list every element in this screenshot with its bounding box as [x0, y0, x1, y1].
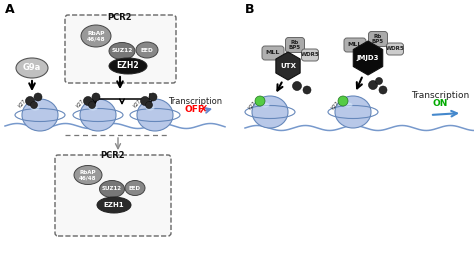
Text: MLL: MLL	[266, 51, 280, 55]
Ellipse shape	[368, 81, 377, 90]
Ellipse shape	[97, 197, 131, 213]
Ellipse shape	[261, 102, 270, 108]
Ellipse shape	[109, 43, 135, 60]
Ellipse shape	[83, 96, 92, 105]
Text: EZH2: EZH2	[117, 61, 139, 70]
Ellipse shape	[137, 99, 173, 131]
Ellipse shape	[16, 58, 48, 78]
FancyBboxPatch shape	[262, 46, 284, 60]
Text: ✗: ✗	[198, 105, 208, 115]
Ellipse shape	[136, 42, 158, 58]
Text: WDR5: WDR5	[301, 52, 319, 58]
FancyBboxPatch shape	[301, 49, 319, 61]
FancyBboxPatch shape	[368, 31, 388, 46]
Text: RbAP
46/48: RbAP 46/48	[87, 31, 105, 41]
Text: EZH1: EZH1	[104, 202, 124, 208]
Text: K27: K27	[75, 98, 85, 108]
Text: SUZ12: SUZ12	[102, 186, 122, 191]
Text: WDR5: WDR5	[386, 46, 404, 52]
Ellipse shape	[149, 93, 157, 101]
Text: RbAP
46/48: RbAP 46/48	[79, 170, 97, 180]
Ellipse shape	[109, 58, 147, 74]
Text: EED: EED	[141, 48, 154, 52]
FancyBboxPatch shape	[55, 155, 171, 236]
Ellipse shape	[125, 180, 145, 195]
Ellipse shape	[100, 180, 125, 197]
Ellipse shape	[252, 96, 288, 128]
Ellipse shape	[344, 102, 353, 108]
Ellipse shape	[255, 96, 265, 106]
Ellipse shape	[30, 102, 37, 108]
Ellipse shape	[74, 165, 102, 185]
Ellipse shape	[338, 96, 348, 106]
Text: K27: K27	[330, 100, 340, 110]
Text: G9a: G9a	[23, 64, 41, 73]
Ellipse shape	[34, 93, 42, 101]
Text: Transcription: Transcription	[168, 96, 222, 105]
Ellipse shape	[30, 105, 39, 111]
Text: K27: K27	[247, 100, 257, 110]
FancyBboxPatch shape	[285, 37, 304, 52]
Ellipse shape	[375, 78, 383, 85]
Ellipse shape	[22, 99, 58, 131]
Ellipse shape	[89, 102, 95, 108]
Ellipse shape	[140, 96, 149, 105]
Text: Transcription: Transcription	[411, 91, 469, 99]
Polygon shape	[353, 41, 383, 75]
Text: PCR2: PCR2	[100, 152, 125, 161]
FancyBboxPatch shape	[344, 38, 366, 52]
Ellipse shape	[81, 25, 111, 47]
Ellipse shape	[303, 86, 311, 94]
Text: ON: ON	[432, 99, 447, 108]
Text: OFF: OFF	[185, 105, 205, 114]
Text: Rb
BP5: Rb BP5	[372, 34, 384, 44]
Ellipse shape	[89, 105, 98, 111]
Text: MLL: MLL	[348, 43, 362, 48]
Ellipse shape	[379, 86, 387, 94]
Text: UTX: UTX	[280, 63, 296, 69]
Text: K27: K27	[132, 98, 142, 108]
Polygon shape	[276, 52, 300, 80]
Ellipse shape	[92, 93, 100, 101]
Ellipse shape	[292, 82, 301, 91]
Text: K27: K27	[17, 98, 27, 108]
FancyBboxPatch shape	[65, 15, 176, 83]
Text: Rb
BP5: Rb BP5	[289, 40, 301, 51]
Text: EED: EED	[129, 185, 141, 191]
Ellipse shape	[26, 96, 35, 105]
Text: SUZ12: SUZ12	[111, 49, 133, 54]
Text: A: A	[5, 3, 15, 16]
Text: PCR2: PCR2	[108, 13, 132, 22]
Ellipse shape	[146, 105, 155, 111]
Text: JMJD3: JMJD3	[357, 55, 379, 61]
Ellipse shape	[146, 102, 153, 108]
Ellipse shape	[335, 96, 371, 128]
Text: B: B	[245, 3, 255, 16]
FancyBboxPatch shape	[386, 43, 403, 55]
Ellipse shape	[80, 99, 116, 131]
